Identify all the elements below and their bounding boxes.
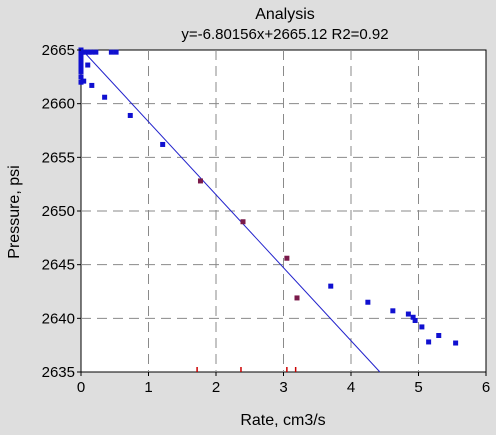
data-point — [412, 317, 418, 323]
data-point — [160, 141, 166, 147]
tick-labels: 0 1 2 3 4 5 6 2635 2640 2645 2650 2655 2660 2665 — [42, 42, 491, 396]
data-point — [78, 74, 84, 80]
y-tick-label: 2635 — [42, 364, 75, 381]
x-tick-label: 2 — [212, 379, 220, 396]
data-point — [102, 94, 108, 100]
data-point — [89, 49, 95, 55]
x-tick-label: 5 — [414, 379, 422, 396]
data-point-secondary — [240, 219, 246, 225]
x-tick-label: 3 — [279, 379, 287, 396]
rug-marks — [196, 367, 297, 372]
y-tick-label: 2660 — [42, 96, 75, 113]
y-tick-label: 2645 — [42, 257, 75, 274]
data-point — [127, 112, 133, 118]
data-point — [419, 324, 425, 330]
data-point — [410, 314, 416, 320]
data-point — [78, 56, 84, 62]
x-tick-label: 4 — [347, 379, 355, 396]
data-point — [426, 339, 432, 345]
data-point-secondary — [294, 295, 300, 301]
x-tick-label: 6 — [482, 379, 490, 396]
data-point — [89, 82, 95, 88]
x-axis-label: Rate, cm3/s — [240, 412, 325, 429]
data-point — [390, 308, 396, 314]
x-tick-label: 0 — [77, 379, 85, 396]
y-tick-label: 2665 — [42, 42, 75, 59]
data-point — [405, 311, 411, 317]
data-point — [78, 79, 84, 85]
data-point — [86, 49, 92, 55]
y-tick-label: 2650 — [42, 203, 75, 220]
data-point — [365, 299, 371, 305]
y-tick-label: 2655 — [42, 149, 75, 166]
data-point-secondary — [197, 178, 203, 184]
y-tick-label: 2640 — [42, 310, 75, 327]
data-point — [79, 49, 85, 55]
data-point — [113, 49, 119, 55]
data-point — [108, 49, 114, 55]
data-point — [78, 60, 84, 66]
data-point — [85, 62, 91, 68]
data-point — [436, 333, 442, 339]
data-points — [78, 47, 459, 346]
data-point — [328, 283, 334, 289]
data-point — [83, 49, 89, 55]
fit-line-layer — [81, 49, 381, 373]
fit-line — [81, 49, 381, 373]
chart-subtitle: y=-6.80156x+2665.12 R2=0.92 — [181, 26, 388, 43]
data-point — [93, 49, 99, 55]
data-point — [453, 340, 459, 346]
y-axis-label: Pressure, psi — [6, 165, 23, 258]
data-point-secondary — [284, 255, 290, 261]
x-tick-label: 1 — [144, 379, 152, 396]
chart-title: Analysis — [255, 6, 315, 23]
data-point — [81, 78, 87, 84]
data-point — [78, 64, 84, 70]
gridlines — [81, 50, 486, 372]
data-point — [78, 68, 84, 74]
